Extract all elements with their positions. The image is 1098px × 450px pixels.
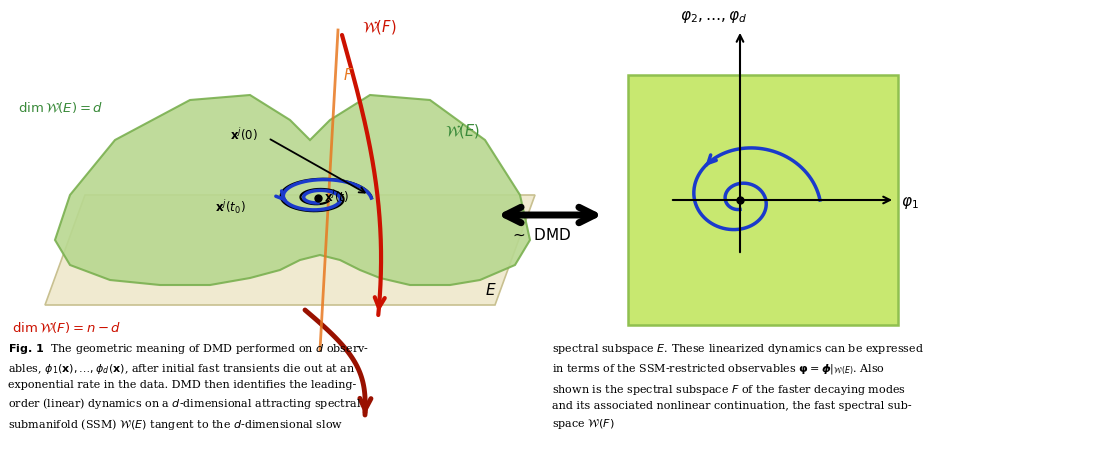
- Text: $F$: $F$: [343, 67, 354, 83]
- FancyBboxPatch shape: [628, 75, 898, 325]
- Text: $\mathbf{x}^j(t)$: $\mathbf{x}^j(t)$: [324, 188, 349, 205]
- Polygon shape: [45, 195, 535, 305]
- Text: $\mathcal{W}(E)$: $\mathcal{W}(E)$: [445, 122, 480, 140]
- Text: $E$: $E$: [485, 282, 496, 298]
- Text: $\dim\mathcal{W}(F)=n-d$: $\dim\mathcal{W}(F)=n-d$: [12, 320, 121, 335]
- Text: $\mathcal{W}(F)$: $\mathcal{W}(F)$: [362, 18, 396, 36]
- Text: $\mathbf{x}^j(t_0)$: $\mathbf{x}^j(t_0)$: [215, 198, 246, 216]
- Text: $\mathbf{x}^j(0)$: $\mathbf{x}^j(0)$: [229, 126, 258, 143]
- Text: $\sim$ DMD: $\sim$ DMD: [509, 227, 571, 243]
- Text: $\varphi_1$: $\varphi_1$: [901, 195, 919, 211]
- Text: $\varphi_2,\ldots,\varphi_d$: $\varphi_2,\ldots,\varphi_d$: [680, 9, 747, 25]
- Polygon shape: [55, 95, 530, 285]
- Text: $\dim\mathcal{W}(E)=d$: $\dim\mathcal{W}(E)=d$: [18, 100, 103, 115]
- Text: spectral subspace $E$. These linearized dynamics can be expressed
in terms of th: spectral subspace $E$. These linearized …: [552, 342, 923, 431]
- Text: $\mathbf{Fig.\,1}$  The geometric meaning of DMD performed on $d$ observ-
ables,: $\mathbf{Fig.\,1}$ The geometric meaning…: [8, 342, 369, 432]
